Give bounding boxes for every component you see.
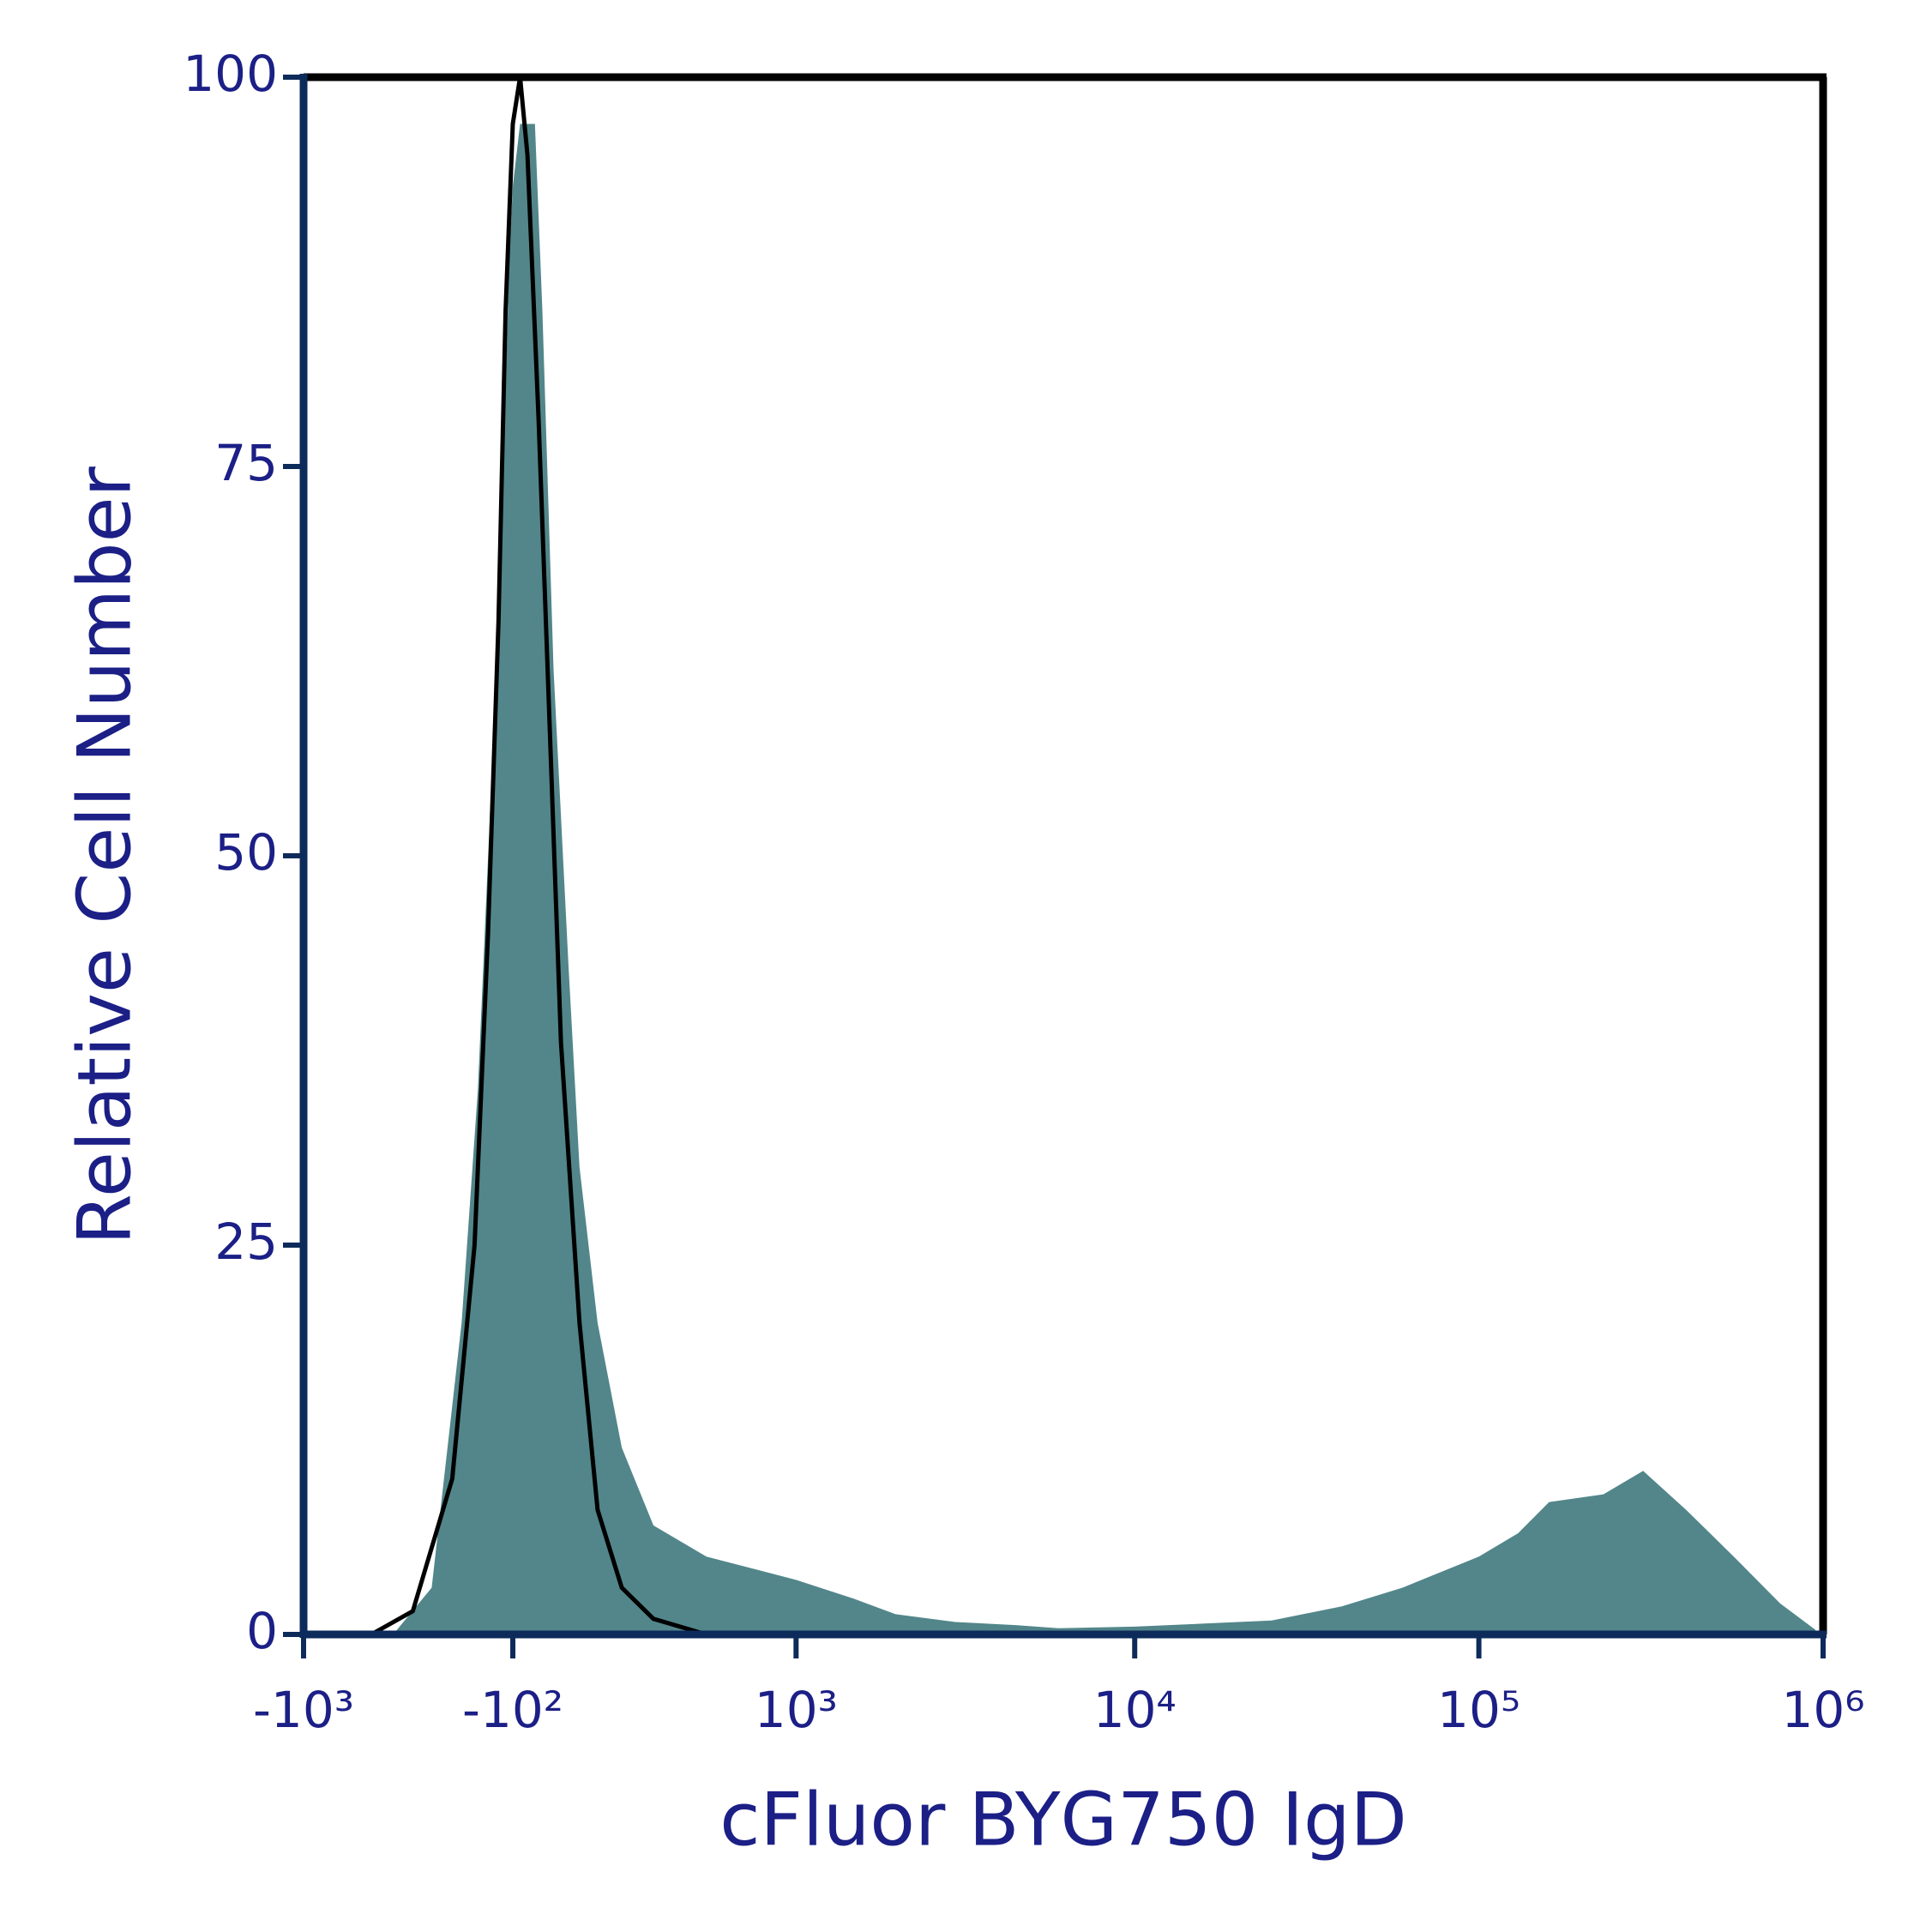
y-tick-label: 50	[214, 823, 278, 882]
histogram-fill	[393, 123, 1816, 1634]
x-tick-label: -10²	[462, 1681, 563, 1739]
y-tick-label: 75	[214, 434, 278, 492]
y-axis-title: Relative Cell Number	[62, 466, 147, 1245]
y-tick-label: 0	[246, 1602, 278, 1660]
histogram-line	[370, 75, 707, 1637]
x-tick-label: -10³	[253, 1681, 354, 1739]
y-tick-label: 100	[183, 45, 278, 103]
x-tick-label: 10⁴	[1093, 1681, 1177, 1739]
x-tick-label: 10⁵	[1437, 1681, 1520, 1739]
x-tick-label: 10⁶	[1781, 1681, 1864, 1739]
x-axis-title: cFluor BYG750 IgD	[719, 1777, 1407, 1863]
x-tick-label: 10³	[755, 1681, 838, 1739]
y-tick-label: 25	[214, 1213, 278, 1271]
